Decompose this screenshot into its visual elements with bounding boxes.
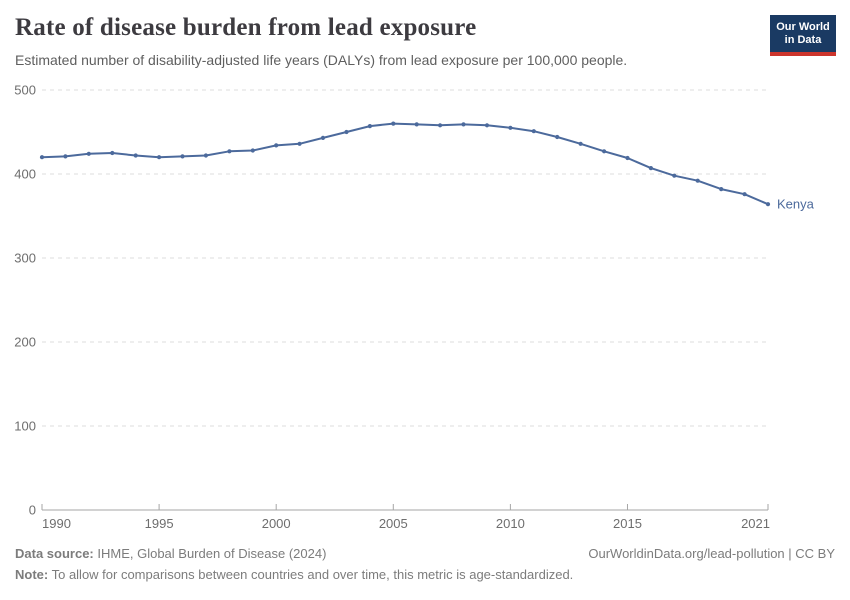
rights-link[interactable]: OurWorldinData.org/lead-pollution | CC B… [588,546,835,561]
data-point[interactable] [765,202,771,207]
data-point[interactable] [297,141,302,146]
owid-logo-red-bar [770,52,836,56]
chart-subtitle: Estimated number of disability-adjusted … [15,52,628,68]
x-tick-label: 2000 [262,516,291,531]
data-point[interactable] [695,178,700,183]
data-point[interactable] [203,153,208,158]
series-line-kenya[interactable] [41,122,769,206]
data-point[interactable] [742,192,747,197]
note-label: Note: [15,567,49,582]
data-point[interactable] [39,155,45,160]
owid-logo[interactable]: Our World in Data [770,15,836,56]
y-tick-label: 400 [14,167,36,182]
data-point[interactable] [227,149,232,154]
owid-logo-line2: in Data [784,34,822,46]
data-point[interactable] [180,154,185,159]
series-label-kenya[interactable]: Kenya [777,197,815,212]
data-point[interactable] [63,154,68,159]
line-chart: 0 100 200 300 400 500 1990 1995 2000 2005 2010 2015… [14,83,815,532]
owid-logo-box: Our World in Data [770,15,836,52]
data-point[interactable] [344,129,349,135]
data-point[interactable] [367,124,372,129]
y-tick-label: 300 [14,251,36,266]
y-tick-label: 100 [14,419,36,434]
note: Note: To allow for comparisons between c… [15,567,835,582]
data-point[interactable] [250,148,255,153]
data-point[interactable] [648,166,654,171]
data-point[interactable] [274,143,279,148]
y-tick-label: 500 [14,83,36,98]
data-point[interactable] [531,129,536,134]
owid-logo-line1: Our World [776,21,830,33]
data-point[interactable] [461,122,466,127]
y-tick-label: 200 [14,335,36,350]
data-point[interactable] [602,149,607,154]
note-text: To allow for comparisons between countri… [48,567,574,582]
data-point[interactable] [438,123,443,128]
x-tick-label: 1995 [145,516,174,531]
x-tick-label: 1990 [42,516,71,531]
data-point[interactable] [157,155,162,160]
data-point[interactable] [719,187,724,192]
data-point[interactable] [672,173,677,178]
data-point[interactable] [133,153,138,158]
x-tick-label: 2010 [496,516,525,531]
data-point[interactable] [391,121,396,126]
data-point[interactable] [484,123,490,128]
x-tick-label: 2015 [613,516,642,531]
data-point[interactable] [555,134,560,140]
x-tick-label: 2021 [741,516,770,531]
data-source-label: Data source: [15,546,94,561]
data-point[interactable] [86,151,91,156]
x-tick-label: 2005 [379,516,408,531]
data-point[interactable] [625,155,630,161]
data-point[interactable] [578,141,583,146]
data-point[interactable] [508,125,513,130]
page-title: Rate of disease burden from lead exposur… [15,14,477,41]
data-point[interactable] [414,122,419,127]
data-point[interactable] [110,150,115,156]
chart-footer: Data source: IHME, Global Burden of Dise… [15,546,835,582]
data-source: Data source: IHME, Global Burden of Dise… [15,546,326,561]
data-point[interactable] [320,135,326,140]
data-source-text: IHME, Global Burden of Disease (2024) [93,546,327,561]
y-tick-label: 0 [29,503,36,518]
